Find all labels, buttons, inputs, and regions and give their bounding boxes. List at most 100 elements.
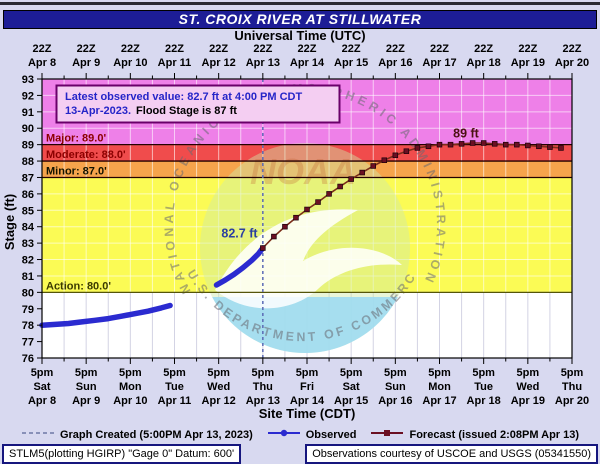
legend-label-graph-created: Graph Created (5:00PM Apr 13, 2023): [59, 428, 253, 441]
bottom-tick-date: Apr 17: [422, 395, 456, 407]
info-box-date: 13-Apr-2023.: [65, 105, 131, 117]
top-tick-date: Apr 20: [555, 57, 589, 69]
y-tick-label: 76: [22, 353, 34, 365]
forecast-marker: [447, 141, 454, 148]
top-tick-time: 22Z: [33, 43, 52, 55]
bottom-tick-date: Apr 11: [158, 395, 192, 407]
axis-ticks: [37, 73, 573, 364]
top-tick-date: Apr 15: [334, 57, 368, 69]
top-tick-date: Apr 10: [113, 57, 147, 69]
y-tick-label: 92: [22, 90, 34, 102]
forecast-marker: [547, 144, 553, 150]
top-tick-date: Apr 8: [28, 57, 56, 69]
observed-series: [213, 245, 266, 288]
y-axis-title: Stage (ft): [2, 194, 17, 250]
top-tick-time: 22Z: [121, 43, 140, 55]
y-tick-label: 79: [22, 304, 34, 316]
y-tick-label: 88: [22, 156, 34, 168]
bottom-tick-date: Apr 20: [555, 395, 589, 407]
bottom-tick-date: Apr 10: [113, 395, 147, 407]
top-tick-date: Apr 17: [422, 57, 456, 69]
forecast-marker: [359, 169, 365, 176]
info-box-frame: [55, 84, 341, 124]
observations-credit-box: Observations courtesy of USCOE and USGS …: [305, 444, 598, 464]
y-tick-label: 87: [22, 172, 34, 184]
page-title: ST. CROIX RIVER AT STILLWATER: [178, 11, 422, 27]
forecast-marker: [458, 141, 465, 147]
observed-line-swatch-icon: [267, 427, 301, 442]
bottom-tick-time: 5pm: [163, 367, 186, 379]
forecast-marker: [348, 176, 354, 182]
bottom-tick-date: Apr 19: [511, 395, 545, 407]
top-tick-time: 22Z: [474, 43, 493, 55]
bottom-tick-time: 5pm: [207, 367, 230, 379]
forecast-marker: [503, 141, 509, 148]
bottom-tick-date: Apr 12: [202, 395, 236, 407]
y-tick-label: 80: [22, 287, 34, 299]
forecast-marker: [514, 141, 520, 148]
forecast-marker: [536, 143, 542, 150]
forecast-marker: [271, 233, 277, 240]
forecast-marker: [315, 199, 321, 205]
bottom-tick-time: 5pm: [384, 367, 407, 379]
forecast-marker: [480, 140, 487, 146]
bottom-tick-time: 5pm: [472, 367, 495, 379]
top-tick-date: Apr 18: [467, 57, 501, 69]
top-tick-date: Apr 12: [202, 57, 236, 69]
info-box-line1: Latest observed value: 82.7 ft at 4:00 P…: [65, 91, 302, 103]
forecast-marker: [326, 191, 332, 197]
y-tick-label: 85: [22, 205, 34, 217]
top-tick-time: 22Z: [253, 43, 272, 55]
forecast-marker: [282, 223, 288, 230]
bottom-tick-date: Apr 13: [246, 395, 280, 407]
bottom-tick-day: Wed: [516, 381, 539, 393]
forecast-series: [262, 142, 562, 249]
bottom-tick-day: Sat: [33, 381, 50, 393]
bottom-tick-date: Apr 16: [378, 395, 412, 407]
bottom-tick-day: Wed: [207, 381, 230, 393]
forecast-marker: [558, 145, 564, 151]
bottom-tick-time: 5pm: [296, 367, 319, 379]
y-tick-label: 93: [22, 74, 34, 86]
bottom-tick-time: 5pm: [517, 367, 540, 379]
bottom-tick-time: 5pm: [561, 367, 584, 379]
bottom-tick-day: Mon: [428, 381, 451, 393]
top-tick-date: Apr 19: [511, 57, 545, 69]
bottom-tick-time: 5pm: [252, 367, 275, 379]
bottom-tick-date: Apr 14: [290, 395, 325, 407]
bottom-tick-day: Sun: [76, 381, 97, 393]
y-tick-label: 90: [22, 123, 34, 135]
dashed-line-swatch-icon: [21, 427, 55, 442]
threshold-label-80: Action: 80.0': [46, 280, 111, 292]
forecast-marker: [425, 143, 432, 150]
bottom-tick-day: Tue: [165, 381, 184, 393]
top-tick-time: 22Z: [342, 43, 361, 55]
gage-datum-box: STLM5(plotting HGIRP) "Gage 0" Datum: 60…: [2, 444, 242, 464]
latest-observed-info-box: Latest observed value: 82.7 ft at 4:00 P…: [55, 84, 341, 124]
y-tick-label: 89: [22, 140, 34, 152]
y-tick-label: 91: [22, 107, 34, 119]
forecast-marker: [436, 141, 443, 148]
top-tick-date: Apr 16: [378, 57, 412, 69]
threshold-label-88: Moderate: 88.0': [46, 149, 126, 161]
legend-item-forecast: Forecast (issued 2:08PM Apr 13): [370, 427, 579, 442]
forecast-marker: [337, 183, 343, 190]
top-tick-time: 22Z: [298, 43, 317, 55]
legend-item-observed: Observed: [267, 427, 356, 442]
threshold-label-89: Major: 89.0': [46, 133, 106, 145]
y-tick-label: 78: [22, 320, 34, 332]
info-box-flood-stage: Flood Stage is 87 ft: [136, 105, 237, 117]
bottom-tick-date: Apr 18: [467, 395, 501, 407]
station-title-bar: ST. CROIX RIVER AT STILLWATER: [3, 10, 597, 29]
top-tick-time: 22Z: [77, 43, 96, 55]
annotation-89-ft: 89 ft: [453, 126, 480, 140]
forecast-marker: [525, 142, 531, 149]
top-tick-time: 22Z: [430, 43, 449, 55]
forecast-line-swatch-icon: [370, 427, 404, 442]
y-tick-label: 82: [22, 255, 34, 267]
annotation-82.7-ft: 82.7 ft: [221, 226, 258, 240]
seagull-icon: [215, 209, 402, 309]
bottom-tick-time: 5pm: [119, 367, 142, 379]
